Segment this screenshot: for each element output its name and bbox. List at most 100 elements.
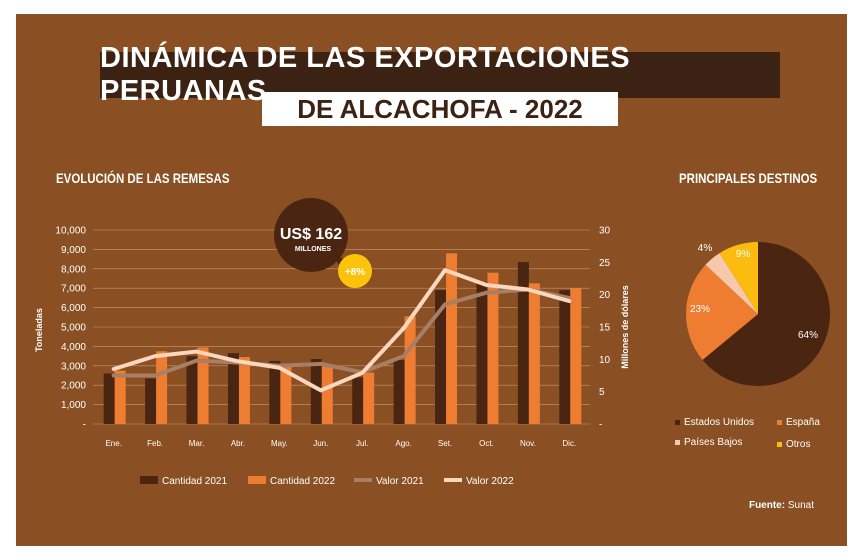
legend-label: Cantidad 2022 — [270, 476, 335, 487]
bar-cantidad-2021 — [517, 262, 529, 424]
x-tick-label: Abr. — [231, 439, 245, 448]
y-tick-label: 7,000 — [61, 284, 86, 295]
bar-cantidad-2022 — [570, 288, 582, 424]
bar-cantidad-2021 — [186, 356, 198, 424]
y2-tick-label: 20 — [599, 290, 611, 301]
bar-cantidad-2021 — [559, 290, 571, 424]
pie-slice — [702, 242, 830, 386]
y2-axis-label: Millones de dólares — [620, 285, 630, 369]
legend-label: Cantidad 2021 — [162, 476, 227, 487]
bar-cantidad-2022 — [404, 316, 416, 424]
bar-cantidad-2021 — [476, 282, 488, 424]
bar-cantidad-2022 — [156, 351, 168, 424]
x-tick-label: Ago. — [395, 439, 411, 448]
pie-value-label: 23% — [690, 304, 710, 315]
bar-cantidad-2022 — [280, 364, 292, 424]
pie-chart: 64% 23% 4% 9% — [686, 242, 830, 386]
pie-value-label: 9% — [736, 249, 751, 260]
y2-tick-label: 30 — [599, 226, 611, 237]
bar-cantidad-2022 — [321, 366, 333, 424]
x-tick-label: Jun. — [313, 439, 328, 448]
x-tick-label: Dic. — [562, 439, 576, 448]
y2-tick-label: - — [599, 420, 602, 431]
x-tick-label: Nov. — [520, 439, 536, 448]
bars-group — [103, 253, 582, 424]
callout-bubble — [274, 198, 348, 272]
pie-legend-label: Estados Unidos — [684, 417, 754, 428]
y-tick-label: 10,000 — [55, 226, 86, 237]
bar-cantidad-2022 — [238, 357, 250, 424]
legend-label: Valor 2021 — [376, 476, 424, 487]
x-tick-label: Mar. — [189, 439, 205, 448]
pie-slice — [705, 253, 758, 314]
y2-tick-label: 5 — [599, 387, 605, 398]
bar-cantidad-2022 — [114, 370, 126, 424]
y-tick-label: 1,000 — [61, 400, 86, 411]
callout-unit: MILLONES — [295, 246, 331, 253]
bar-cantidad-2021 — [435, 290, 447, 424]
pie-legend-label: Otros — [786, 439, 810, 450]
y-tick-label: 4,000 — [61, 342, 86, 353]
y-tick-label: 2,000 — [61, 381, 86, 392]
legend-swatch — [248, 476, 266, 484]
legend-swatch — [140, 476, 158, 484]
bar-cantidad-2021 — [227, 353, 239, 424]
y-tick-label: 6,000 — [61, 303, 86, 314]
bar-cantidad-2021 — [310, 359, 322, 424]
callout-amount: US$ 162 — [280, 226, 342, 243]
lines-group — [111, 268, 572, 393]
line-valor-2021 — [111, 287, 572, 378]
x-tick-label: Feb. — [147, 439, 163, 448]
axes-group: - 1,000 2,000 3,000 4,000 5,000 6,000 7,000 8,00… — [55, 226, 610, 449]
chart-legend: Cantidad 2021 Cantidad 2022 Valor 2021 Valo… — [140, 476, 514, 487]
line-valor-2022 — [111, 268, 572, 393]
x-tick-label: Ene. — [105, 439, 121, 448]
pie-legend: Estados Unidos España Países Bajos Otros — [675, 417, 820, 450]
change-value: +8% — [345, 267, 365, 278]
pie-legend-swatch — [675, 440, 680, 445]
grid-lines — [93, 229, 590, 425]
y-tick-label: 5,000 — [61, 323, 86, 334]
y-tick-label: 8,000 — [61, 264, 86, 275]
bar-cantidad-2021 — [393, 359, 405, 424]
pie-legend-swatch — [777, 420, 782, 425]
pie-legend-swatch — [777, 442, 782, 447]
y2-tick-label: 25 — [599, 258, 611, 269]
x-tick-label: Oct. — [479, 439, 494, 448]
bar-cantidad-2021 — [352, 377, 364, 424]
source-label: Fuente: — [748, 500, 786, 511]
bar-cantidad-2022 — [528, 283, 540, 424]
x-tick-label: Set. — [438, 439, 452, 448]
y2-tick-label: 15 — [599, 323, 611, 334]
pie-legend-label: España — [786, 417, 820, 428]
y2-tick-label: 10 — [599, 355, 611, 366]
pie-slice — [686, 264, 758, 360]
bar-cantidad-2022 — [197, 347, 209, 424]
y-tick-label: - — [83, 420, 86, 431]
source-note: Fuente: Sunat — [749, 500, 814, 511]
y-axis-label: Toneladas — [34, 308, 44, 352]
bar-cantidad-2022 — [363, 372, 375, 424]
left-section-title: EVOLUCIÓN DE LAS REMESAS — [56, 170, 230, 186]
bar-cantidad-2021 — [103, 373, 115, 424]
bar-cantidad-2022 — [487, 272, 499, 424]
bar-cantidad-2022 — [446, 253, 458, 424]
change-badge — [338, 254, 372, 288]
bar-cantidad-2021 — [145, 378, 157, 424]
pie-value-label: 4% — [698, 243, 713, 254]
bar-cantidad-2021 — [269, 360, 281, 424]
x-tick-label: May. — [271, 439, 288, 448]
pie-legend-label: Países Bajos — [684, 437, 742, 448]
legend-label: Valor 2022 — [466, 476, 514, 487]
x-tick-label: Jul. — [356, 439, 368, 448]
pie-legend-swatch — [675, 420, 680, 425]
title-line-2: DE ALCACHOFA - 2022 — [262, 92, 618, 126]
source-value: Sunat — [787, 500, 814, 511]
callout-group: US$ 162 MILLONES +8% — [274, 198, 372, 288]
pie-slice — [719, 242, 758, 314]
y-tick-label: 9,000 — [61, 245, 86, 256]
pie-value-label: 64% — [798, 330, 818, 341]
right-section-title: PRINCIPALES DESTINOS — [679, 170, 818, 186]
y-tick-label: 3,000 — [61, 361, 86, 372]
